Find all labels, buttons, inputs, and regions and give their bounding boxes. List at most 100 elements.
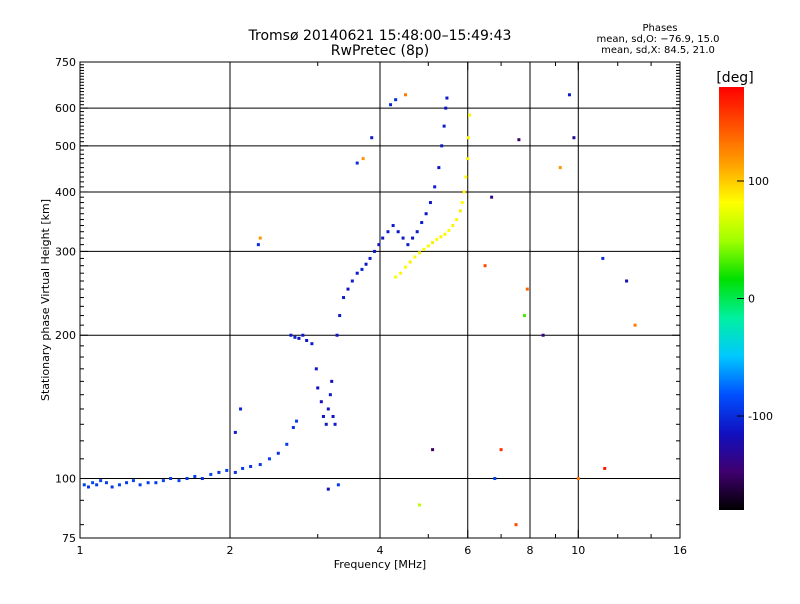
- data-point: [86, 485, 90, 489]
- data-point: [161, 479, 165, 483]
- data-point: [417, 503, 421, 507]
- data-point: [289, 333, 293, 337]
- data-point: [321, 414, 325, 418]
- data-point: [336, 483, 340, 487]
- data-point: [256, 243, 260, 247]
- data-point: [523, 314, 527, 318]
- data-point: [110, 485, 114, 489]
- data-point: [335, 333, 339, 337]
- data-point: [541, 333, 545, 337]
- data-point: [439, 235, 443, 239]
- data-point: [95, 483, 99, 487]
- data-point: [217, 470, 221, 474]
- data-point: [483, 264, 487, 268]
- data-point: [440, 144, 444, 148]
- colorbar-tick-label: -100: [748, 410, 773, 423]
- data-point: [233, 470, 237, 474]
- data-point: [435, 237, 439, 241]
- y-tick-label: 300: [55, 245, 76, 258]
- chart-title: Tromsø 20140621 15:48:00–15:49:43: [248, 28, 512, 44]
- data-point: [403, 93, 407, 97]
- data-point: [442, 124, 446, 128]
- data-point: [209, 472, 213, 476]
- data-point: [576, 477, 580, 481]
- chart-subtitle: RwPretec (8p): [331, 43, 429, 59]
- data-point: [305, 338, 309, 342]
- data-point: [241, 466, 245, 470]
- data-point: [408, 260, 412, 264]
- y-tick-label: 750: [55, 56, 76, 69]
- data-point: [493, 477, 497, 481]
- data-point: [567, 93, 571, 97]
- data-point: [239, 407, 243, 411]
- data-point: [466, 157, 470, 161]
- data-point: [285, 442, 289, 446]
- data-point: [445, 96, 449, 100]
- data-point: [525, 287, 529, 291]
- data-points: [82, 93, 637, 527]
- data-point: [185, 477, 189, 481]
- data-point: [389, 103, 393, 107]
- y-tick-label: 75: [62, 532, 76, 545]
- x-tick-label: 10: [571, 544, 585, 557]
- stats-line-x: mean, sd,X: 84.5, 21.0: [601, 45, 715, 56]
- y-axis-label: Stationary phase Virtual Height [km]: [39, 199, 52, 401]
- data-point: [360, 267, 364, 271]
- y-tick-label: 400: [55, 186, 76, 199]
- data-point: [415, 230, 419, 234]
- stats-title: Phases: [642, 23, 677, 34]
- data-point: [420, 221, 424, 225]
- data-point: [301, 333, 305, 337]
- y-tick-label: 500: [55, 140, 76, 153]
- data-point: [399, 271, 403, 275]
- data-point: [368, 256, 372, 260]
- data-point: [437, 166, 441, 170]
- data-point: [433, 185, 437, 189]
- data-point: [319, 400, 323, 404]
- data-point: [633, 323, 637, 327]
- data-point: [293, 335, 297, 339]
- data-point: [193, 474, 197, 478]
- data-point: [154, 481, 158, 485]
- stats-line-o: mean, sd,O: −76.9, 15.0: [597, 34, 720, 45]
- x-tick-label: 4: [377, 544, 384, 557]
- data-point: [225, 468, 229, 472]
- data-point: [364, 262, 368, 266]
- data-point: [200, 477, 204, 481]
- data-point: [394, 98, 398, 102]
- y-tick-label: 600: [55, 102, 76, 115]
- data-point: [444, 106, 448, 110]
- x-tick-label: 1: [77, 544, 84, 557]
- data-point: [233, 430, 237, 434]
- data-point: [455, 218, 459, 222]
- data-point: [417, 251, 421, 255]
- data-point: [447, 228, 451, 232]
- x-tick-label: 8: [527, 544, 534, 557]
- data-point: [373, 249, 377, 253]
- data-point: [451, 224, 455, 228]
- data-point: [324, 422, 328, 426]
- data-point: [326, 407, 330, 411]
- data-point: [391, 224, 395, 228]
- gridlines: [80, 62, 680, 538]
- data-point: [458, 209, 462, 213]
- data-point: [99, 479, 103, 483]
- x-tick-label: 2: [227, 544, 234, 557]
- data-point: [258, 236, 262, 240]
- data-point: [125, 481, 129, 485]
- data-point: [572, 136, 576, 140]
- data-point: [314, 367, 318, 371]
- data-point: [249, 464, 253, 468]
- data-point: [466, 136, 470, 140]
- data-point: [117, 483, 121, 487]
- colorbar-label: [deg]: [716, 70, 753, 86]
- data-point: [291, 425, 295, 429]
- data-point: [342, 296, 346, 300]
- data-point: [413, 255, 417, 259]
- y-tick-label: 200: [55, 329, 76, 342]
- x-axis-label: Frequency [MHz]: [334, 558, 426, 571]
- data-point: [258, 463, 262, 467]
- data-point: [82, 483, 86, 487]
- data-point: [422, 247, 426, 251]
